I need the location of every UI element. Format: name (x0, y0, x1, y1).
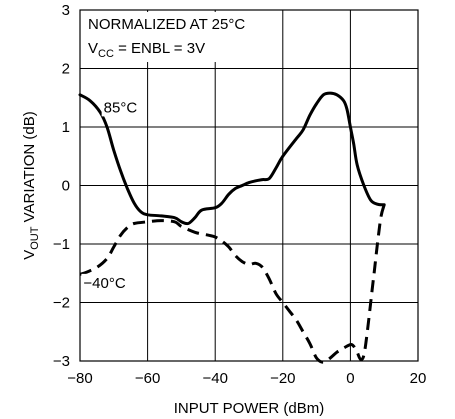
series-label-85-background (101, 98, 146, 117)
x-tick-label: −60 (135, 370, 160, 387)
series-line-minus40c (79, 204, 386, 364)
annotation-vcc-suffix: = ENBL = 3V (114, 40, 205, 57)
x-tick-label: −20 (270, 370, 295, 387)
annotation-vcc-subscript: CC (98, 48, 114, 60)
series-label-minus40c: −40°C (83, 275, 125, 292)
annotation-vcc-prefix: V (88, 40, 98, 57)
annotation-normalized: NORMALIZED AT 25°C (88, 16, 245, 33)
annotation-background (82, 12, 272, 62)
series-line-85c (78, 91, 386, 226)
grid (79, 9, 419, 362)
annotation-vcc: VCC = ENBL = 3V (88, 40, 205, 60)
x-tick-label: −40 (202, 370, 227, 387)
y-tick-label: 0 (62, 178, 70, 195)
y-axis-label-prefix: V (21, 250, 38, 260)
x-tick-label: 0 (346, 370, 354, 387)
y-tick-label: −2 (53, 295, 70, 312)
series-layer (78, 91, 386, 364)
y-tick-label: 1 (62, 119, 70, 136)
y-tick-label: 3 (62, 2, 70, 19)
x-tick-labels: −80 −60 −40 −20 0 20 (67, 370, 426, 387)
plot-frame (79, 9, 419, 362)
x-axis-label: INPUT POWER (dBm) (174, 400, 325, 417)
annotation-box: NORMALIZED AT 25°C VCC = ENBL = 3V (82, 12, 272, 62)
y-tick-label: −3 (53, 353, 70, 370)
series-label-85c: 85°C (104, 99, 138, 116)
y-axis-label-suffix: VARIATION (dB) (21, 111, 38, 226)
y-tick-labels: −3 −2 −1 0 1 2 3 (53, 2, 70, 370)
y-axis-label-subscript: OUT (29, 226, 41, 250)
series-label-minus40-background (81, 273, 132, 292)
y-axis-label: VOUT VARIATION (dB) (21, 111, 41, 260)
x-tick-label: −80 (67, 370, 92, 387)
series-labels: 85°C −40°C (81, 98, 146, 292)
y-tick-label: 2 (62, 61, 70, 78)
y-tick-label: −1 (53, 236, 70, 253)
x-tick-label: 20 (410, 370, 427, 387)
